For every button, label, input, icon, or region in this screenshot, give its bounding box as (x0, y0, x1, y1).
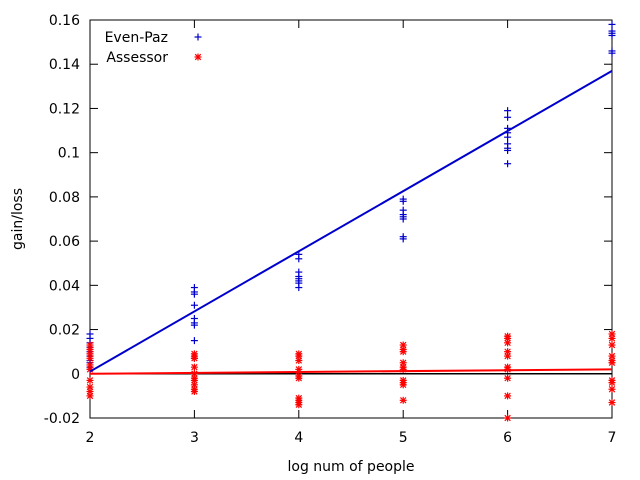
assessor-point (86, 354, 94, 362)
legend-label-assessor: Assessor (106, 50, 168, 66)
legend-marker-assessor (194, 53, 202, 61)
even-paz-point (190, 290, 198, 298)
even-paz-point (295, 255, 303, 263)
even-paz-point (190, 321, 198, 329)
x-axis: 2 3 4 5 6 7 (86, 20, 617, 446)
even-paz-point (190, 337, 198, 345)
x-tick-label: 5 (399, 430, 408, 446)
y-tick-label: 0.08 (49, 190, 80, 206)
even-paz-trend-line (89, 69, 613, 373)
legend-label-even-paz: Even-Paz (105, 30, 168, 46)
y-tick-label: 0.1 (58, 146, 80, 162)
assessor-point (399, 396, 407, 404)
y-axis-label: gain/loss (10, 188, 26, 250)
x-tick-label: 6 (503, 430, 512, 446)
even-paz-point (608, 31, 616, 39)
even-paz-point (190, 301, 198, 309)
y-tick-label: -0.02 (44, 411, 80, 427)
even-paz-point (608, 20, 616, 28)
plot-frame (89, 19, 613, 419)
x-tick-label: 3 (190, 430, 199, 446)
assessor-point (295, 374, 303, 382)
even-paz-point (399, 235, 407, 243)
assessor-point (504, 352, 512, 360)
y-tick-label: 0.16 (49, 13, 80, 29)
assessor-point (86, 392, 94, 400)
assessor-point (608, 359, 616, 367)
assessor-point (190, 354, 198, 362)
trend-layer (89, 69, 613, 375)
y-tick-label: 0.06 (49, 234, 80, 250)
y-tick-label: 0.04 (49, 278, 80, 294)
assessor-point (608, 379, 616, 387)
even-paz-point (399, 197, 407, 205)
even-paz-point (504, 133, 512, 141)
even-paz-point (504, 146, 512, 154)
x-tick-label: 7 (608, 430, 617, 446)
even-paz-point (295, 284, 303, 292)
legend: Even-Paz Assessor (105, 30, 202, 66)
y-tick-label: 0 (71, 367, 80, 383)
y-tick-label: 0.12 (49, 101, 80, 117)
assessor-point (399, 381, 407, 389)
y-tick-label: 0.14 (49, 57, 80, 73)
assessor-point (608, 341, 616, 349)
assessor-point (504, 414, 512, 422)
even-paz-point (504, 113, 512, 121)
even-paz-point (504, 107, 512, 115)
x-axis-label: log num of people (287, 459, 414, 475)
even-paz-point (399, 215, 407, 223)
assessor-point (504, 392, 512, 400)
assessor-point (190, 387, 198, 395)
x-tick-label: 4 (294, 430, 303, 446)
even-paz-point (504, 160, 512, 168)
assessor-point (608, 399, 616, 407)
y-tick-label: 0.02 (49, 323, 80, 339)
assessor-point (86, 376, 94, 384)
assessor-point (608, 334, 616, 342)
assessor-point (504, 374, 512, 382)
assessor-point (190, 363, 198, 371)
assessor-point (295, 401, 303, 409)
assessor-point (399, 348, 407, 356)
assessor-point (295, 357, 303, 365)
assessor-point (504, 339, 512, 347)
y-axis: -0.02 0 0.02 0.04 0.06 0.08 0.1 0.12 0.14 0.16 (44, 13, 612, 427)
legend-marker-even-paz (194, 33, 202, 41)
x-tick-label: 2 (86, 430, 95, 446)
assessor-point (608, 385, 616, 393)
even-paz-point (608, 49, 616, 57)
assessor-trend-line (89, 368, 613, 375)
